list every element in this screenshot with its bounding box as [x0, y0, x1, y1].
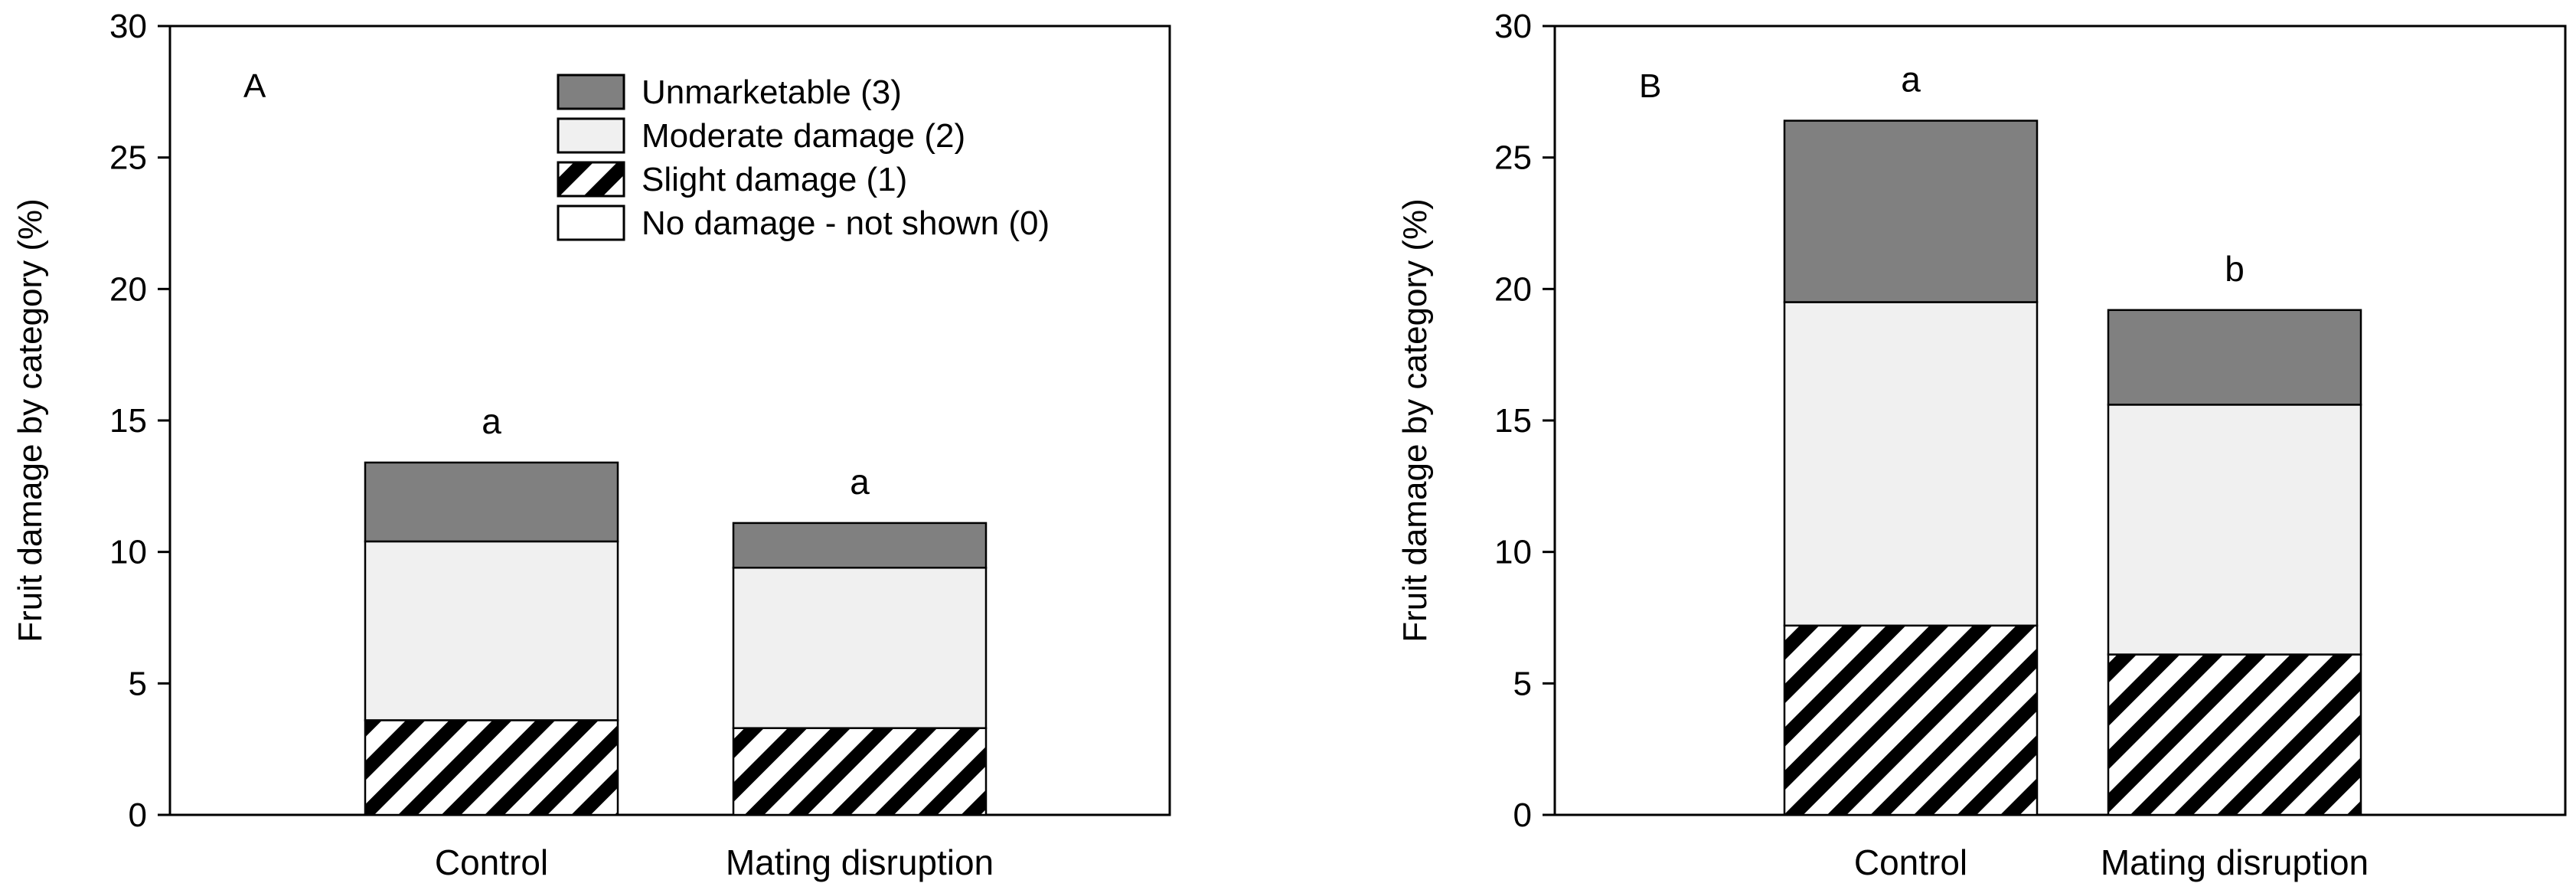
legend-item-slight: Slight damage (1)	[557, 161, 907, 198]
panel-a-x-axis: Control Mating disruption	[435, 842, 994, 882]
legend-label-none: No damage - not shown (0)	[642, 204, 1050, 242]
panel-a-bar-1-slight	[732, 727, 988, 816]
panel-a-y-tick-label-2: 10	[109, 534, 147, 571]
panel-a-significance-letters: aa	[482, 401, 870, 502]
panel-b-y-tick-label-1: 5	[1513, 665, 1532, 702]
panel-a-y-tick-label-5: 25	[109, 139, 147, 177]
legend-label-slight: Slight damage (1)	[642, 161, 907, 198]
panel-a-bar-1-moderate	[732, 567, 988, 729]
panel-a-y-tick-label-3: 15	[109, 402, 147, 440]
legend-item-moderate: Moderate damage (2)	[557, 117, 965, 155]
panel-a-category-label-0: Control	[435, 842, 548, 882]
panel-b-sig-letter-0: a	[1901, 60, 1921, 100]
panel-b-significance-letters: ab	[1901, 60, 2245, 289]
panel-b-category-label-1: Mating disruption	[2101, 842, 2369, 882]
panel-a-bar-1-unmarketable	[732, 522, 988, 569]
panel-b-y-tick-label-4: 20	[1494, 270, 1532, 308]
panel-b-bar-0-slight	[1783, 624, 2039, 816]
panel-b-y-tick-label-5: 25	[1494, 139, 1532, 177]
panel-b-y-tick-label-3: 15	[1494, 402, 1532, 440]
panel-b-bar-1-unmarketable	[2107, 309, 2362, 406]
panel-b-y-axis-title: Fruit damage by category (%)	[1396, 198, 1434, 643]
panel-a-bar-0-moderate	[364, 540, 619, 721]
panel-b-x-axis: Control Mating disruption	[1854, 842, 2369, 882]
panel-a-y-axis: 0 5 10 15 20 25 30	[109, 8, 170, 834]
panel-b-y-axis: 0 5 10 15 20 25 30	[1494, 8, 1555, 834]
panel-b-bars	[1783, 119, 2362, 816]
panel-b-y-tick-label-6: 30	[1494, 8, 1532, 45]
legend-item-none: No damage - not shown (0)	[557, 204, 1050, 242]
panel-b-bar-0-unmarketable	[1783, 119, 2039, 303]
panel-b-sig-letter-1: b	[2225, 249, 2245, 289]
legend-label-moderate: Moderate damage (2)	[642, 117, 965, 155]
panel-a-label: A	[243, 67, 266, 105]
panel-a-sig-letter-1: a	[850, 462, 870, 502]
legend-item-unmarketable: Unmarketable (3)	[557, 74, 902, 111]
panel-a-y-tick-label-6: 30	[109, 8, 147, 45]
legend-label-unmarketable: Unmarketable (3)	[642, 74, 902, 111]
panel-b-bar-0-moderate	[1783, 301, 2039, 627]
panel-a-sig-letter-0: a	[482, 401, 501, 441]
panel-b-bar-1-moderate	[2107, 404, 2362, 656]
panel-a-bar-0-unmarketable	[364, 461, 619, 543]
legend-swatch-moderate	[557, 117, 625, 154]
legend-swatch-none	[557, 204, 625, 241]
panel-b-label: B	[1639, 67, 1661, 105]
panel-b-bar-1-slight	[2107, 653, 2362, 816]
legend: Unmarketable (3) Moderate damage (2) Sli…	[557, 74, 1050, 242]
panel-a-bar-0-slight	[364, 719, 619, 816]
panel-a-y-axis-title: Fruit damage by category (%)	[11, 198, 49, 643]
panel-a-y-tick-label-1: 5	[129, 665, 147, 702]
legend-swatch-slight	[557, 161, 625, 198]
legend-swatch-unmarketable	[557, 74, 625, 110]
panel-a-bars	[364, 461, 988, 816]
panel-b-frame	[1553, 25, 2567, 816]
panel-b-category-label-0: Control	[1854, 842, 1967, 882]
panel-b-y-tick-label-2: 10	[1494, 534, 1532, 571]
panel-a-y-tick-label-4: 20	[109, 270, 147, 308]
panel-a-category-label-1: Mating disruption	[726, 842, 994, 882]
panel-b-y-tick-label-0: 0	[1513, 797, 1532, 834]
panel-a-y-tick-label-0: 0	[129, 797, 147, 834]
